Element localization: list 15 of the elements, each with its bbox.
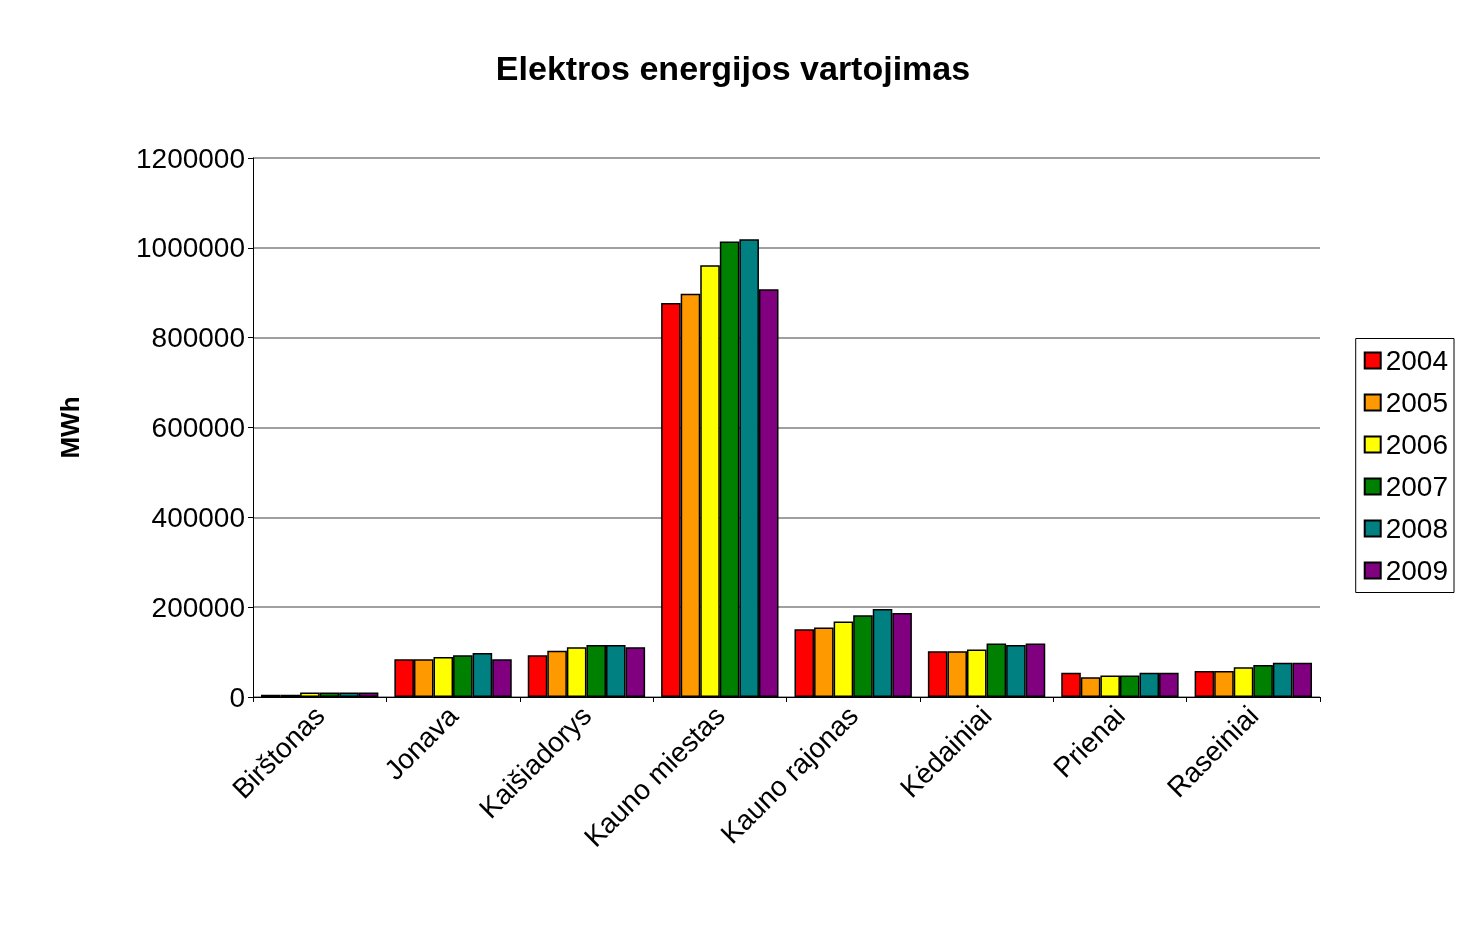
y-axis-title: MWh bbox=[55, 396, 85, 459]
legend-label: 2009 bbox=[1385, 555, 1449, 586]
y-tick-label: 200000 bbox=[151, 591, 245, 623]
legend-label: 2004 bbox=[1385, 345, 1449, 376]
y-tick-label: 1000000 bbox=[135, 232, 245, 264]
legend-label: 2007 bbox=[1385, 471, 1449, 502]
y-tick-label: 800000 bbox=[151, 322, 245, 354]
chart-title: Elektros energijos vartojimas bbox=[495, 49, 971, 87]
y-tick-label: 400000 bbox=[151, 501, 245, 533]
legend-label: 2005 bbox=[1385, 387, 1449, 418]
y-tick-label: 600000 bbox=[151, 412, 245, 443]
y-tick-label: 0 bbox=[229, 681, 245, 713]
y-tick-label: 1200000 bbox=[135, 142, 245, 174]
legend-label: 2008 bbox=[1385, 513, 1449, 544]
legend-label: 2006 bbox=[1385, 429, 1449, 460]
